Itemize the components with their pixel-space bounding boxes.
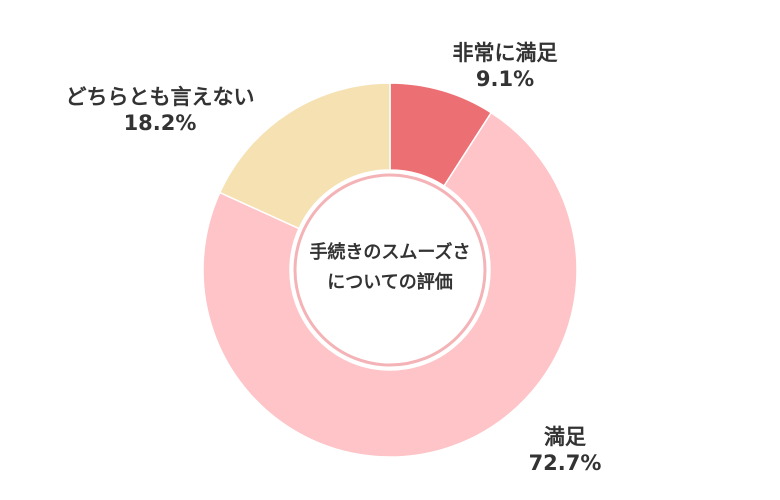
center-title-line-2: についての評価	[327, 272, 453, 293]
label-very-satisfied: 非常に満足 9.1%	[440, 40, 570, 92]
label-very-satisfied-percent: 9.1%	[475, 67, 535, 91]
donut-inner-ring	[293, 173, 487, 367]
label-neutral-percent: 18.2%	[123, 111, 197, 135]
label-neutral-name: どちらとも言えない	[65, 85, 255, 109]
center-title-line-1: 手続きのスムーズさ	[309, 242, 471, 263]
donut-slice-1	[202, 111, 578, 458]
label-satisfied-name: 満足	[544, 425, 586, 449]
label-very-satisfied-name: 非常に満足	[452, 41, 558, 65]
label-satisfied-percent: 72.7%	[528, 451, 602, 475]
donut-slice-2	[218, 82, 391, 230]
label-satisfied: 満足 72.7%	[515, 424, 615, 476]
label-neutral: どちらとも言えない 18.2%	[40, 84, 280, 136]
center-title: 手続きのスムーズさ についての評価	[270, 238, 510, 298]
